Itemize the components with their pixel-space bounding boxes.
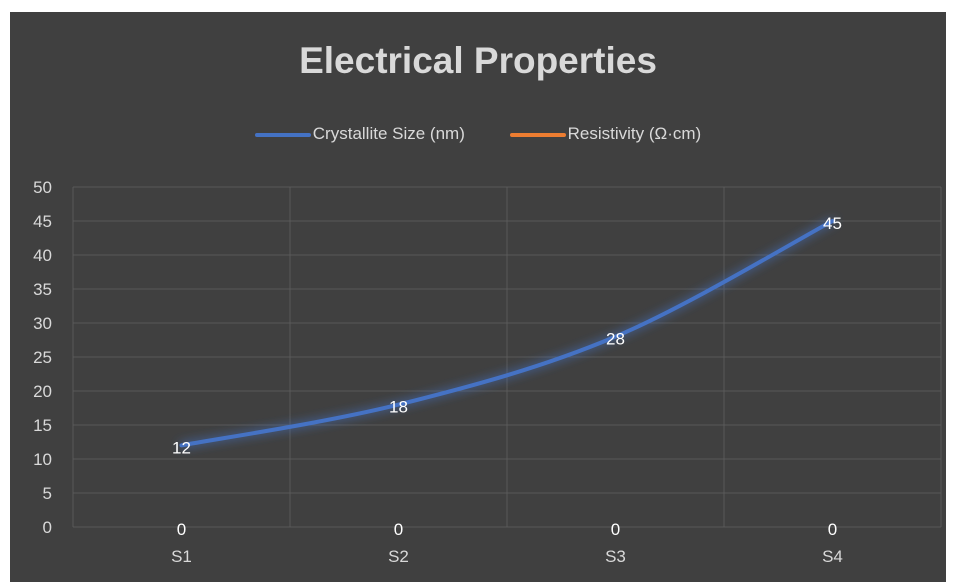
y-tick-label-15: 15 xyxy=(33,416,52,435)
chart-title: Electrical Properties xyxy=(299,40,657,81)
data-label-resistivity-s2: 0 xyxy=(394,520,403,539)
data-label-crystallite-s1: 12 xyxy=(172,438,191,457)
data-label-resistivity-s3: 0 xyxy=(611,520,620,539)
data-label-crystallite-s3: 28 xyxy=(606,330,625,349)
y-tick-label-45: 45 xyxy=(33,212,52,231)
x-tick-label-S3: S3 xyxy=(605,547,626,566)
legend-label-resistivity: Resistivity (Ω·cm) xyxy=(567,124,702,143)
y-tick-label-35: 35 xyxy=(33,280,52,299)
legend-swatch-crystallite xyxy=(254,132,311,137)
y-tick-label-0: 0 xyxy=(43,518,52,537)
y-tick-label-40: 40 xyxy=(33,246,52,265)
legend: Crystallite Size (nm) Resistivity (Ω·cm) xyxy=(0,124,956,144)
x-tick-label-S2: S2 xyxy=(388,547,409,566)
y-tick-label-50: 50 xyxy=(33,178,52,197)
series-line-crystallite xyxy=(179,219,835,448)
y-tick-label-5: 5 xyxy=(43,484,52,503)
data-label-resistivity-s4: 0 xyxy=(828,520,837,539)
legend-item-crystallite: Crystallite Size (nm) xyxy=(254,124,465,144)
data-label-resistivity-s1: 0 xyxy=(177,520,186,539)
x-tick-label-S1: S1 xyxy=(171,547,192,566)
y-tick-label-20: 20 xyxy=(33,382,52,401)
y-tick-label-25: 25 xyxy=(33,348,52,367)
legend-item-resistivity: Resistivity (Ω·cm) xyxy=(509,124,702,144)
y-tick-label-10: 10 xyxy=(33,450,52,469)
data-label-crystallite-s2: 18 xyxy=(389,398,408,417)
legend-swatch-resistivity xyxy=(509,132,566,137)
chart-area xyxy=(10,12,946,582)
legend-label-crystallite: Crystallite Size (nm) xyxy=(312,124,465,143)
y-tick-label-30: 30 xyxy=(33,314,52,333)
x-tick-label-S4: S4 xyxy=(822,547,843,566)
data-label-crystallite-s4: 45 xyxy=(823,214,842,233)
